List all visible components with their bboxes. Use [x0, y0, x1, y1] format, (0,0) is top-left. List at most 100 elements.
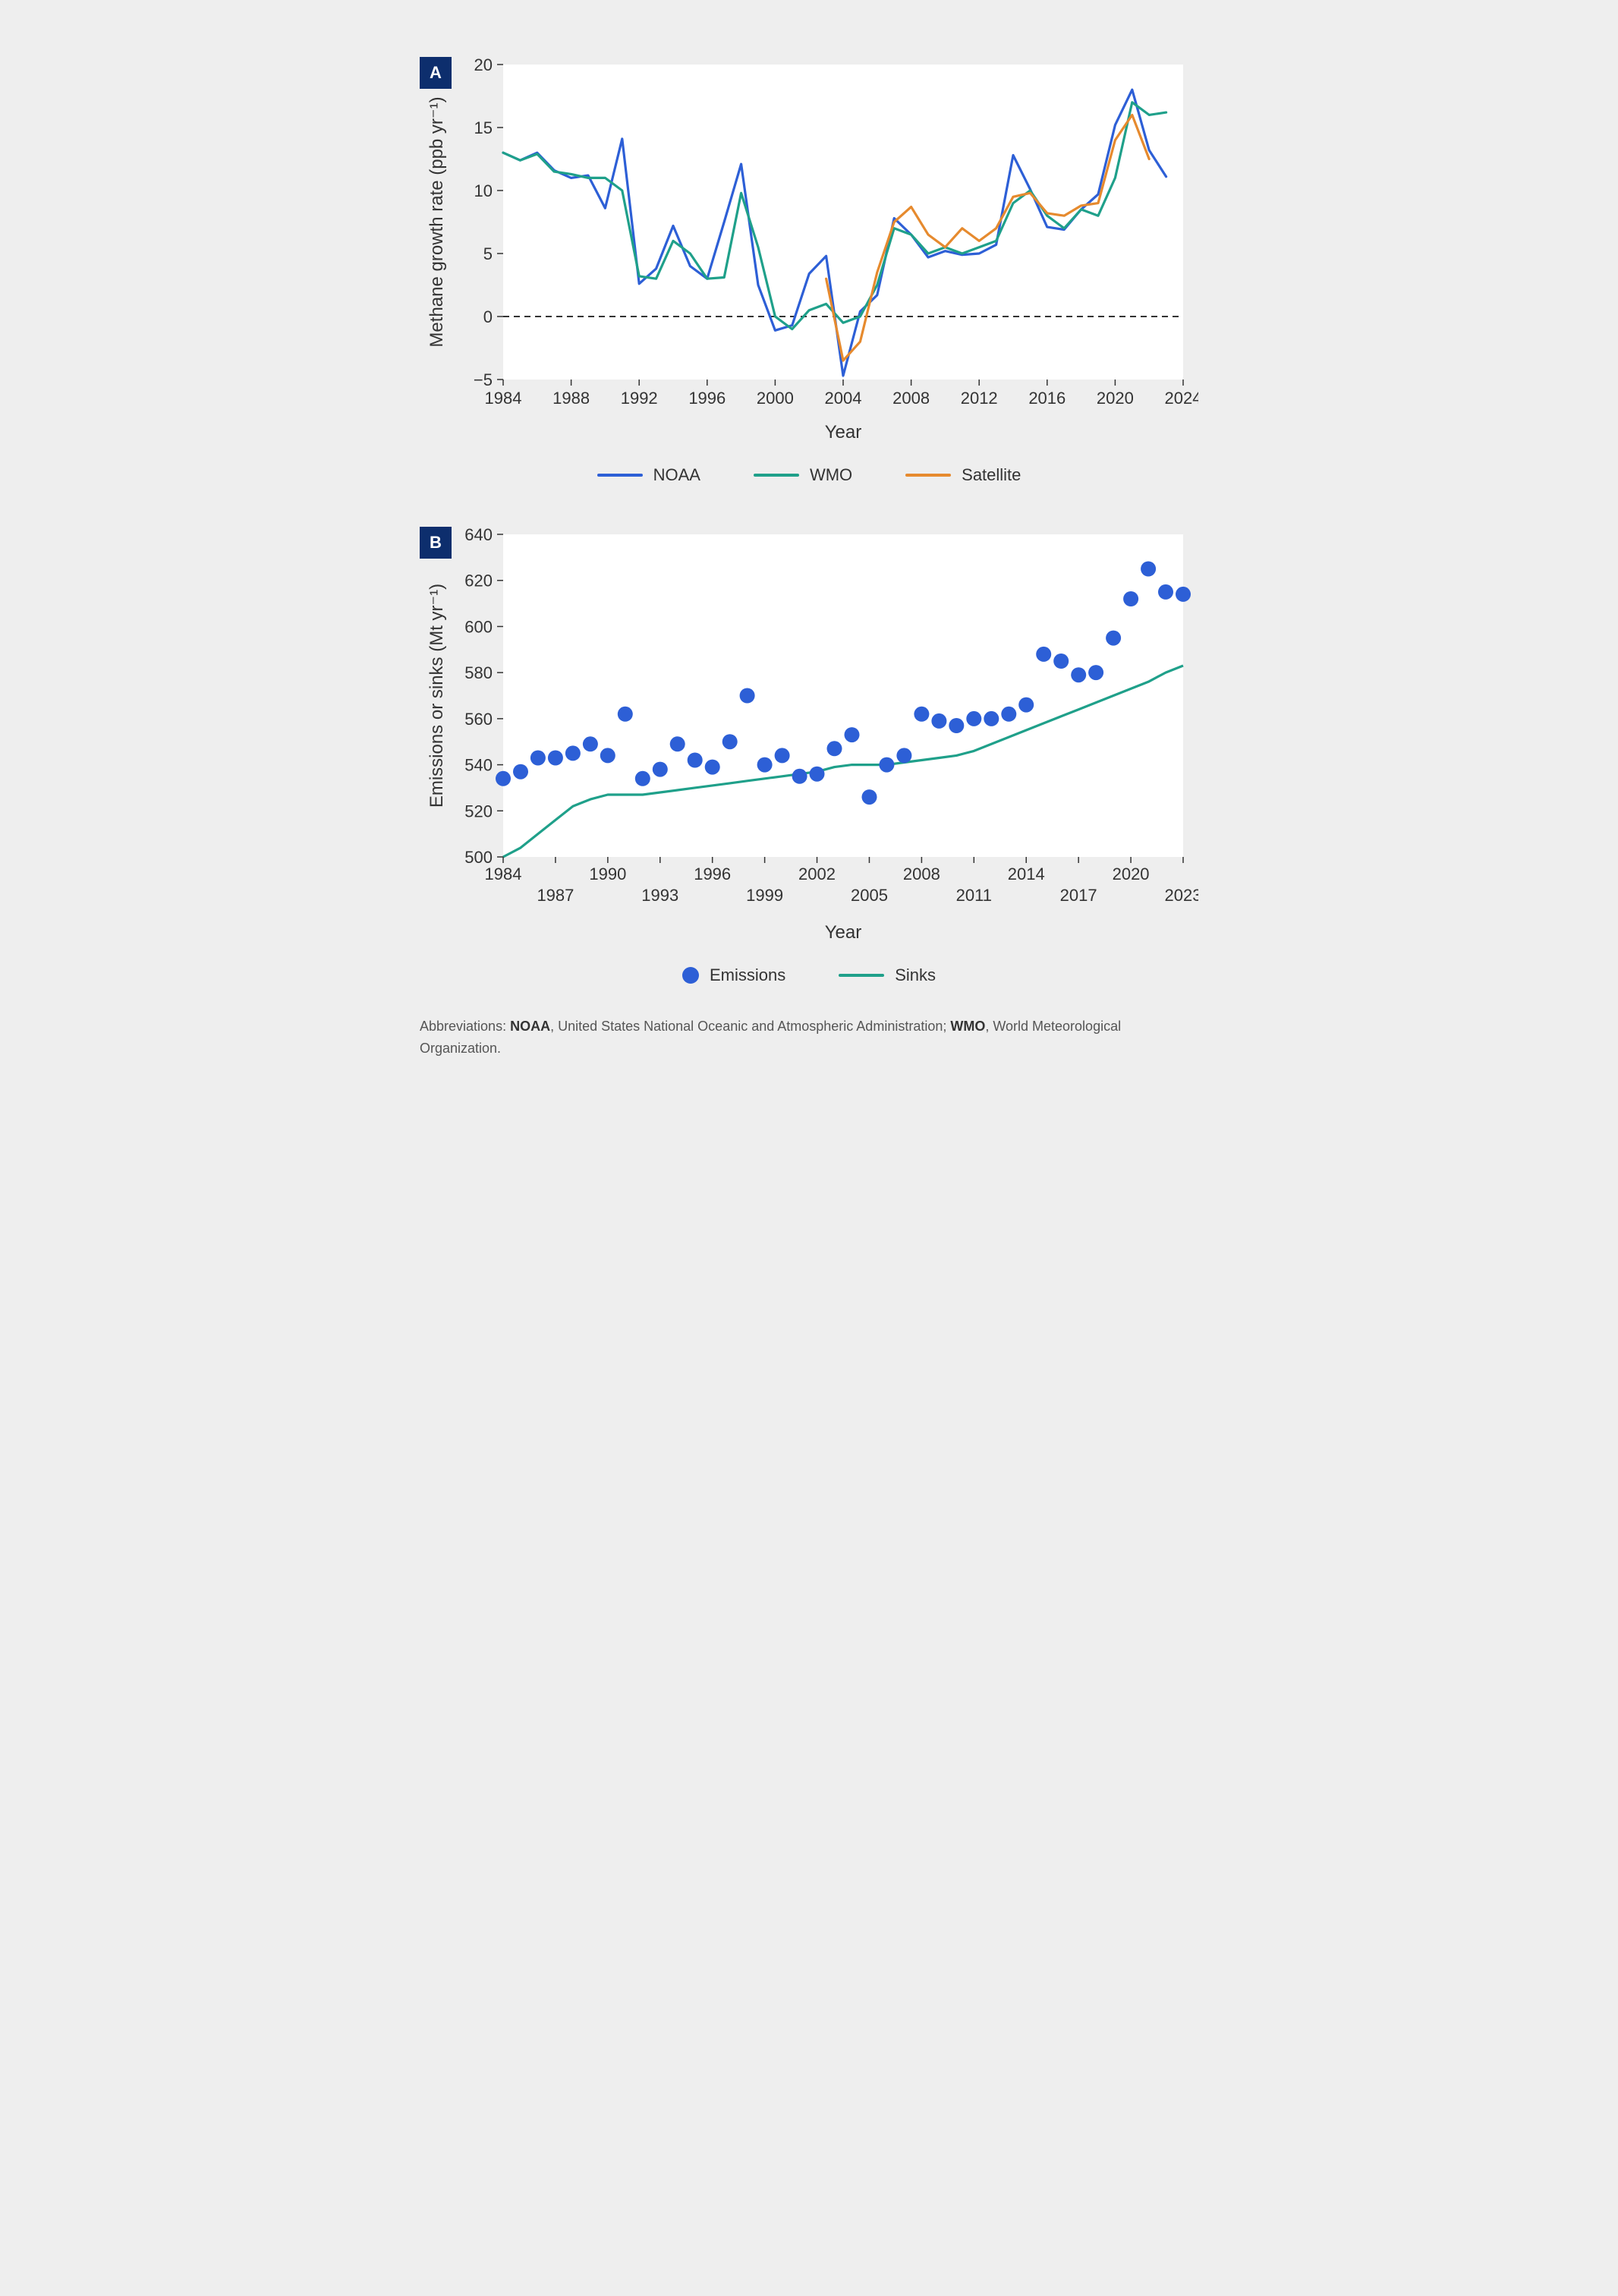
panel-a: A −5051015201984198819921996200020042008… [420, 57, 1198, 485]
panel-a-legend: NOAA WMO Satellite [420, 465, 1198, 485]
emissions-point [600, 748, 615, 763]
emissions-point [740, 688, 755, 704]
svg-text:10: 10 [474, 181, 493, 200]
emissions-point [984, 711, 999, 726]
svg-text:0: 0 [483, 307, 493, 326]
legend-swatch [754, 474, 799, 477]
emissions-point [792, 769, 807, 784]
legend-label: NOAA [653, 465, 700, 485]
svg-text:1990: 1990 [589, 865, 626, 883]
emissions-point [1158, 584, 1173, 600]
emissions-point [914, 707, 929, 722]
panel-b-svg: 5005205405605806006206401984199019962002… [420, 527, 1198, 952]
emissions-point [966, 711, 981, 726]
emissions-point [775, 748, 790, 763]
emissions-point [1053, 654, 1069, 669]
svg-text:1996: 1996 [688, 389, 726, 408]
emissions-point [618, 707, 633, 722]
emissions-point [810, 767, 825, 782]
emissions-point [896, 748, 911, 763]
emissions-point [1123, 591, 1138, 606]
emissions-point [705, 760, 720, 775]
svg-text:Emissions or sinks (Mt yr⁻¹): Emissions or sinks (Mt yr⁻¹) [427, 584, 447, 808]
emissions-point [845, 727, 860, 742]
emissions-point [879, 757, 894, 773]
emissions-point [1176, 587, 1191, 602]
svg-text:5: 5 [483, 244, 493, 263]
emissions-point [931, 713, 946, 729]
svg-text:Methane growth rate (ppb yr⁻¹): Methane growth rate (ppb yr⁻¹) [427, 96, 447, 347]
legend-swatch [682, 967, 699, 984]
svg-text:540: 540 [464, 756, 493, 775]
emissions-point [653, 762, 668, 777]
svg-text:2005: 2005 [851, 886, 888, 905]
emissions-point [949, 718, 964, 733]
svg-text:2008: 2008 [903, 865, 940, 883]
panel-a-chart: −505101520198419881992199620002004200820… [420, 57, 1198, 452]
legend-item-emissions: Emissions [682, 965, 785, 985]
legend-label: WMO [810, 465, 852, 485]
legend-item-noaa: NOAA [597, 465, 700, 485]
emissions-point [1018, 698, 1034, 713]
svg-text:520: 520 [464, 802, 493, 820]
emissions-point [1141, 562, 1156, 577]
svg-text:600: 600 [464, 617, 493, 636]
svg-text:2012: 2012 [961, 389, 998, 408]
svg-text:2023: 2023 [1165, 886, 1198, 905]
svg-text:Year: Year [825, 422, 862, 443]
svg-text:2020: 2020 [1097, 389, 1134, 408]
svg-text:2002: 2002 [798, 865, 836, 883]
emissions-point [1001, 707, 1016, 722]
emissions-point [757, 757, 773, 773]
svg-text:−5: −5 [474, 370, 493, 389]
panel-a-label: A [420, 57, 452, 89]
svg-text:20: 20 [474, 57, 493, 74]
legend-item-satellite: Satellite [905, 465, 1021, 485]
legend-label: Emissions [710, 965, 785, 985]
svg-text:1992: 1992 [621, 389, 658, 408]
svg-text:2020: 2020 [1113, 865, 1150, 883]
emissions-point [496, 771, 511, 786]
svg-text:560: 560 [464, 710, 493, 729]
svg-text:1984: 1984 [485, 865, 522, 883]
panel-b: B 50052054056058060062064019841990199620… [420, 527, 1198, 985]
emissions-point [565, 745, 581, 761]
emissions-point [1088, 665, 1103, 680]
svg-text:1984: 1984 [485, 389, 522, 408]
emissions-point [688, 753, 703, 768]
emissions-point [1036, 647, 1051, 662]
emissions-point [635, 771, 650, 786]
emissions-point [670, 736, 685, 751]
svg-text:1987: 1987 [537, 886, 574, 905]
figure-container: A −5051015201984198819921996200020042008… [404, 0, 1214, 1082]
svg-text:1996: 1996 [694, 865, 731, 883]
panel-b-chart: 5005205405605806006206401984199019962002… [420, 527, 1198, 952]
legend-swatch [839, 974, 884, 977]
svg-text:640: 640 [464, 527, 493, 544]
legend-swatch [905, 474, 951, 477]
emissions-point [1071, 667, 1086, 682]
svg-text:2016: 2016 [1028, 389, 1066, 408]
svg-text:15: 15 [474, 118, 493, 137]
svg-text:2011: 2011 [956, 886, 992, 905]
emissions-point [583, 736, 598, 751]
svg-text:2017: 2017 [1060, 886, 1097, 905]
svg-text:Year: Year [825, 922, 862, 943]
svg-text:1988: 1988 [552, 389, 590, 408]
svg-text:580: 580 [464, 663, 493, 682]
legend-item-wmo: WMO [754, 465, 852, 485]
panel-b-label: B [420, 527, 452, 559]
svg-text:2014: 2014 [1008, 865, 1045, 883]
svg-text:2008: 2008 [892, 389, 930, 408]
emissions-point [1106, 631, 1121, 646]
emissions-point [722, 734, 738, 749]
emissions-point [530, 751, 546, 766]
svg-text:620: 620 [464, 572, 493, 591]
abbreviations-footnote: Abbreviations: NOAA, United States Natio… [420, 1016, 1198, 1060]
svg-text:2004: 2004 [825, 389, 862, 408]
legend-label: Sinks [895, 965, 936, 985]
legend-label: Satellite [962, 465, 1021, 485]
panel-b-legend: Emissions Sinks [420, 965, 1198, 985]
emissions-point [827, 741, 842, 756]
emissions-point [513, 764, 528, 780]
